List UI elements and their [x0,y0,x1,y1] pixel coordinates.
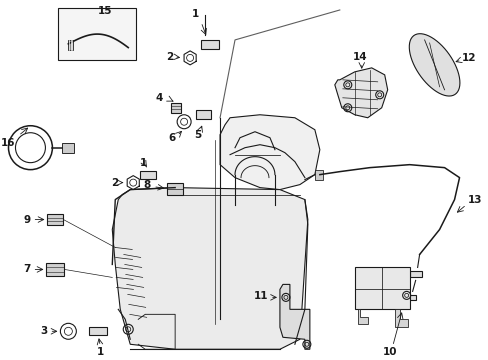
Text: 16: 16 [1,138,16,148]
Text: 13: 13 [467,194,481,204]
Bar [409,271,421,278]
Bar [201,40,219,49]
Bar [47,214,63,225]
Polygon shape [334,68,387,118]
Text: 7: 7 [23,265,30,274]
Text: 10: 10 [382,347,396,357]
Bar [167,183,183,195]
Text: 15: 15 [98,6,112,16]
Bar [195,110,210,119]
Bar [140,171,156,179]
Polygon shape [357,309,367,324]
Text: 5: 5 [194,130,202,140]
Text: 1: 1 [139,158,146,168]
Text: 2: 2 [111,177,118,188]
Polygon shape [408,34,459,96]
Bar [354,267,409,309]
Text: 1: 1 [191,9,198,19]
Bar [89,327,107,335]
Text: 1: 1 [97,347,104,357]
Bar [405,295,415,300]
Polygon shape [220,115,319,190]
Text: 2: 2 [165,52,173,62]
Bar [46,263,64,276]
Text: 14: 14 [352,52,366,62]
Text: 8: 8 [142,180,150,190]
Text: 3: 3 [40,326,47,336]
Text: 12: 12 [461,53,475,63]
Text: 9: 9 [23,215,30,225]
Text: 6: 6 [167,133,175,143]
Polygon shape [68,40,73,50]
Bar [171,103,181,113]
Text: 4: 4 [156,93,163,103]
Polygon shape [112,188,307,349]
Bar [314,170,322,180]
Polygon shape [394,309,407,327]
Text: 11: 11 [253,291,267,301]
Bar [58,8,136,60]
Polygon shape [279,284,309,349]
Bar [62,143,74,153]
